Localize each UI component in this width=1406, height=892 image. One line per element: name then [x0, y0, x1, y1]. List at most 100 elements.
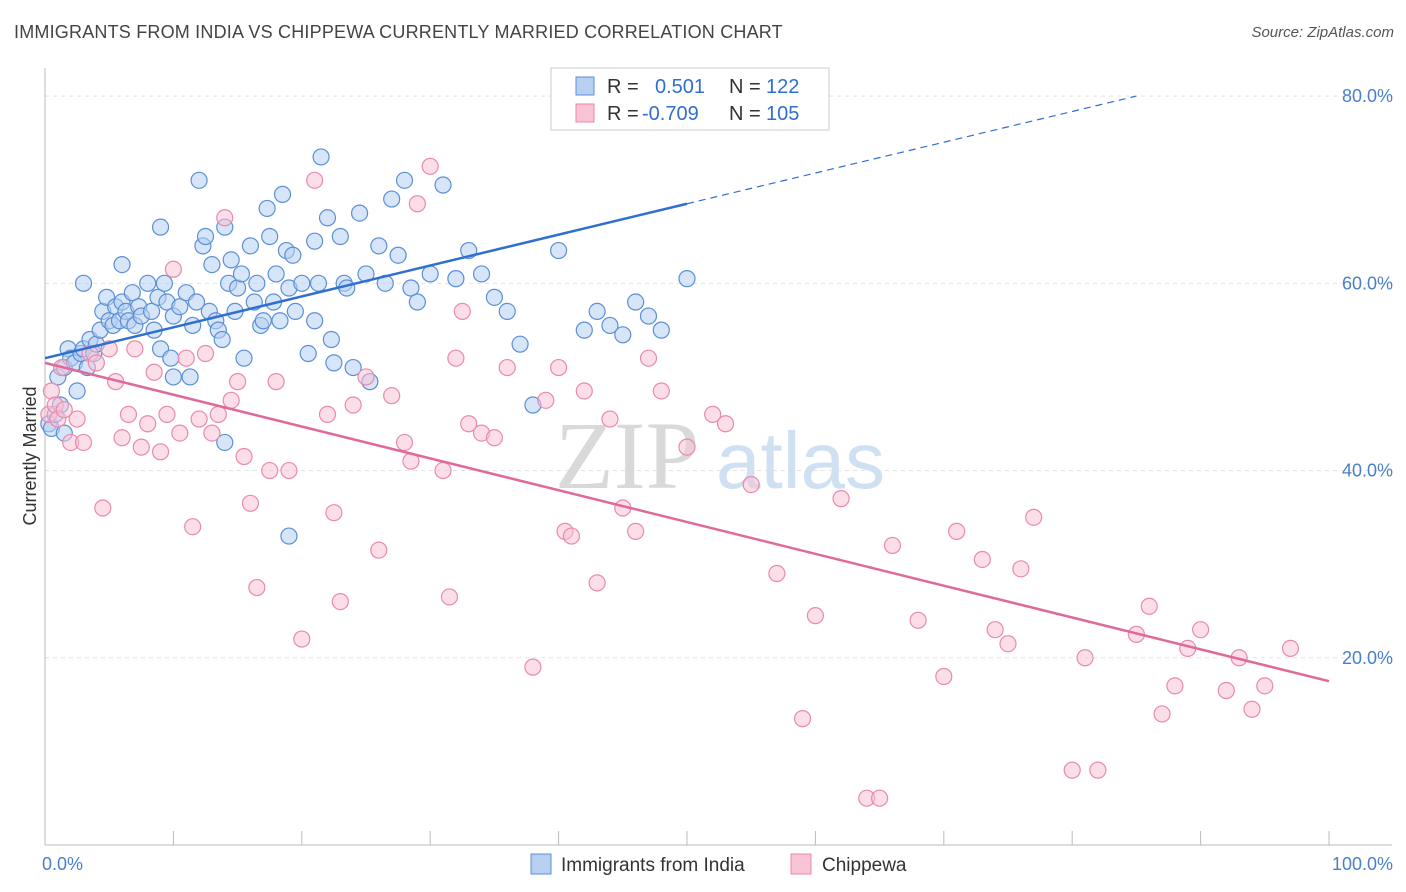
point-chippewa [318, 405, 337, 423]
legend-r-label-1: R = [607, 76, 639, 98]
point-chippewa [158, 405, 176, 423]
point-chippewa [55, 401, 73, 419]
point-immigrants-from-india [241, 237, 260, 255]
point-chippewa [1076, 649, 1094, 667]
point-immigrants-from-india [113, 255, 131, 274]
point-immigrants-from-india [299, 344, 317, 363]
point-chippewa [537, 391, 555, 409]
point-chippewa [177, 349, 195, 367]
point-chippewa [652, 382, 670, 400]
trend-line-immigrants-from-india [44, 202, 688, 360]
point-immigrants-from-india [511, 335, 529, 353]
point-chippewa [909, 611, 927, 629]
point-immigrants-from-india [421, 265, 439, 283]
legend-bottom-swatch-pink [790, 853, 812, 875]
grid [45, 95, 1392, 659]
point-immigrants-from-india [261, 227, 279, 246]
point-immigrants-from-india [408, 293, 426, 311]
point-immigrants-from-india [280, 527, 298, 545]
point-chippewa [235, 447, 253, 466]
point-immigrants-from-india [601, 316, 619, 335]
point-chippewa [395, 433, 414, 452]
legend-series: Immigrants from India Chippewa [530, 853, 907, 876]
point-chippewa [678, 438, 696, 456]
point-immigrants-from-india [588, 302, 606, 320]
point-chippewa [1012, 560, 1030, 578]
point-chippewa [973, 550, 991, 569]
point-chippewa [639, 349, 658, 367]
point-immigrants-from-india [614, 326, 632, 344]
chart-source: Source: ZipAtlas.com [1251, 24, 1394, 41]
point-immigrants-from-india [273, 185, 292, 203]
point-immigrants-from-india [395, 171, 414, 189]
point-chippewa [203, 424, 221, 442]
point-immigrants-from-india [652, 321, 670, 339]
point-chippewa [986, 621, 1004, 639]
point-immigrants-from-india [74, 274, 93, 292]
point-immigrants-from-india [549, 241, 568, 260]
point-chippewa [1256, 677, 1274, 695]
point-immigrants-from-india [181, 368, 199, 386]
point-immigrants-from-india [196, 227, 215, 246]
point-chippewa [806, 607, 825, 625]
point-chippewa [151, 443, 170, 461]
point-immigrants-from-india [312, 148, 330, 166]
point-immigrants-from-india [350, 204, 369, 222]
point-immigrants-from-india [267, 265, 285, 283]
y-tick-label: 40.0% [1342, 461, 1393, 481]
point-chippewa [549, 358, 568, 377]
point-immigrants-from-india [271, 312, 289, 330]
point-chippewa [716, 415, 735, 433]
watermark-zip: ZIP [555, 402, 699, 509]
point-chippewa [460, 415, 478, 433]
point-immigrants-from-india [139, 274, 157, 292]
point-immigrants-from-india [627, 293, 645, 311]
point-chippewa [383, 387, 401, 405]
point-chippewa [132, 438, 150, 456]
legend-n-value-2: 105 [766, 103, 799, 125]
legend-r-value-1: 0.501 [655, 76, 705, 98]
point-chippewa [241, 494, 260, 512]
point-chippewa [248, 578, 266, 597]
point-immigrants-from-india [293, 274, 311, 292]
legend-box [550, 67, 830, 131]
x-tick-label-min: 0.0% [42, 854, 83, 874]
point-immigrants-from-india [151, 218, 170, 236]
point-immigrants-from-india [331, 227, 349, 246]
point-immigrants-from-india [344, 358, 362, 377]
point-immigrants-from-india [248, 274, 266, 292]
point-chippewa [453, 302, 471, 320]
point-chippewa [87, 354, 105, 372]
point-chippewa [229, 373, 247, 391]
point-chippewa [357, 368, 375, 386]
point-chippewa [344, 396, 362, 414]
point-immigrants-from-india [258, 199, 276, 218]
point-immigrants-from-india [235, 349, 253, 367]
point-chippewa [1089, 761, 1107, 779]
point-chippewa [94, 499, 112, 517]
point-immigrants-from-india [162, 349, 180, 367]
y-tick-label: 80.0% [1342, 86, 1393, 106]
point-chippewa [1217, 681, 1235, 700]
trend-line-immigrants-from-india-extension [686, 95, 1137, 205]
point-immigrants-from-india [155, 274, 174, 292]
point-immigrants-from-india [389, 246, 407, 264]
point-chippewa [562, 527, 581, 545]
point-chippewa [126, 340, 144, 358]
point-immigrants-from-india [216, 433, 234, 452]
point-immigrants-from-india [322, 330, 340, 349]
point-chippewa [113, 429, 131, 447]
legend-bottom-swatch-blue [530, 853, 552, 875]
point-chippewa [421, 157, 439, 175]
point-chippewa [1166, 677, 1184, 695]
point-immigrants-from-india [123, 284, 141, 302]
point-chippewa [935, 667, 953, 686]
legend-r-value-2: -0.709 [642, 103, 699, 125]
point-immigrants-from-india [213, 330, 231, 349]
point-chippewa [184, 518, 202, 536]
watermark-atlas: atlas [716, 416, 885, 505]
point-chippewa [1281, 639, 1300, 658]
legend-bottom-label-blue: Immigrants from India [561, 855, 745, 876]
point-chippewa [832, 490, 850, 508]
